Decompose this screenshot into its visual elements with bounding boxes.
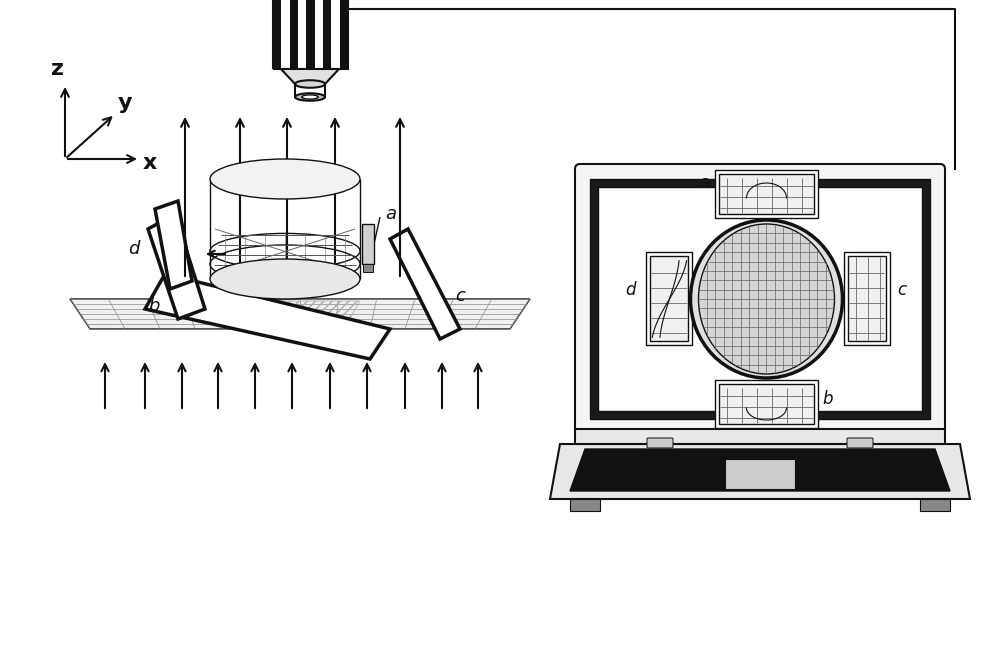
Bar — [646, 252, 692, 345]
Polygon shape — [570, 449, 950, 491]
Bar — [575, 429, 945, 444]
Polygon shape — [70, 299, 530, 329]
Text: b: b — [822, 390, 833, 408]
FancyBboxPatch shape — [575, 164, 945, 434]
FancyBboxPatch shape — [847, 438, 873, 448]
Polygon shape — [306, 0, 315, 69]
Polygon shape — [281, 69, 339, 84]
Bar — [363, 264, 373, 272]
Bar — [719, 174, 814, 214]
Bar — [715, 170, 818, 218]
Polygon shape — [281, 0, 290, 69]
Polygon shape — [273, 0, 281, 69]
Ellipse shape — [302, 95, 318, 99]
Ellipse shape — [698, 224, 834, 374]
Polygon shape — [331, 0, 340, 69]
Bar — [848, 256, 886, 341]
Text: c: c — [455, 287, 465, 305]
Text: d: d — [128, 240, 139, 258]
Polygon shape — [148, 214, 205, 319]
Bar — [844, 252, 890, 345]
Text: c: c — [897, 281, 907, 299]
Polygon shape — [155, 201, 192, 289]
Text: a: a — [699, 174, 710, 192]
FancyBboxPatch shape — [647, 438, 673, 448]
Bar — [570, 499, 600, 511]
Bar — [598, 187, 922, 411]
Bar — [650, 256, 688, 341]
Bar — [362, 224, 374, 264]
Ellipse shape — [210, 259, 360, 299]
Text: z: z — [51, 59, 64, 79]
Ellipse shape — [690, 220, 842, 378]
Ellipse shape — [210, 159, 360, 199]
Ellipse shape — [295, 93, 325, 101]
Polygon shape — [315, 0, 323, 69]
Text: b: b — [148, 297, 159, 315]
Polygon shape — [390, 229, 460, 339]
Polygon shape — [145, 274, 390, 359]
Polygon shape — [273, 0, 348, 69]
Bar — [719, 384, 814, 424]
Polygon shape — [298, 0, 306, 69]
Polygon shape — [550, 444, 970, 499]
Text: a: a — [385, 205, 396, 223]
Bar — [920, 499, 950, 511]
Polygon shape — [323, 0, 331, 69]
Bar — [590, 179, 930, 419]
Text: d: d — [625, 281, 636, 299]
Bar — [725, 459, 795, 489]
Text: y: y — [118, 93, 133, 113]
Polygon shape — [290, 0, 298, 69]
Bar — [715, 380, 818, 428]
Polygon shape — [340, 0, 348, 69]
Ellipse shape — [295, 80, 325, 88]
Text: x: x — [143, 153, 157, 173]
